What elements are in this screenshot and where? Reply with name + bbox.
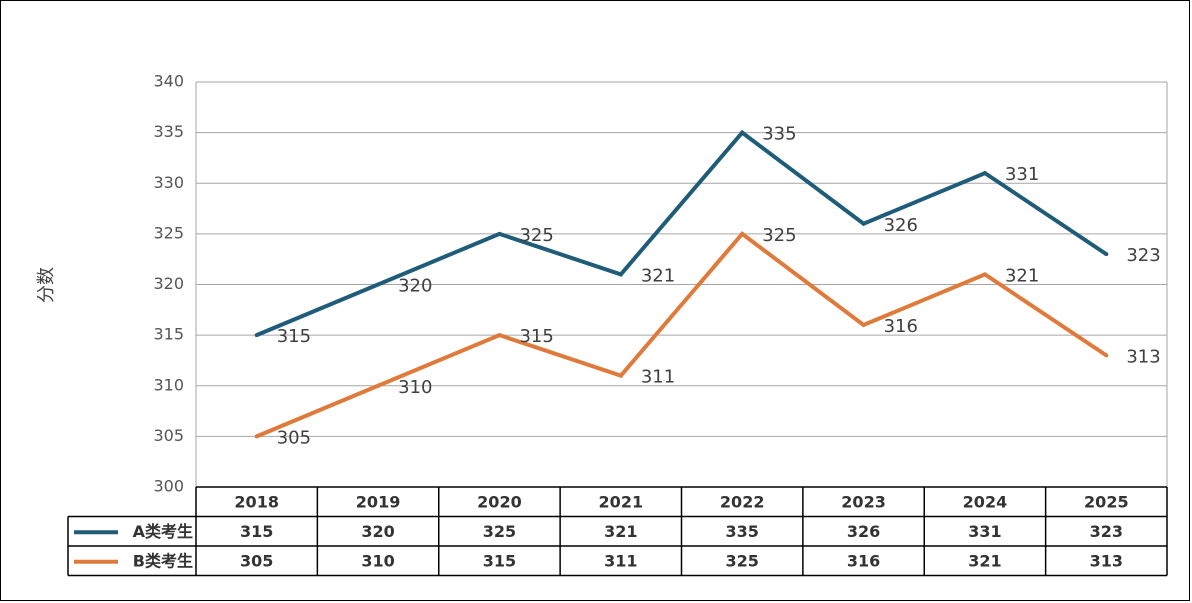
table-cell: 326	[847, 522, 880, 541]
data-point	[861, 221, 866, 226]
data-label: 316	[884, 316, 918, 337]
table-cell: 325	[483, 522, 516, 541]
table-cell: 320	[361, 522, 394, 541]
y-tick-label: 330	[153, 173, 184, 192]
data-label: 321	[1005, 265, 1039, 286]
table-cell: 331	[968, 522, 1001, 541]
x-tick-label: 2024	[963, 492, 1008, 511]
x-tick-label: 2020	[477, 492, 522, 511]
table-cell: 316	[847, 551, 880, 570]
y-tick-label: 320	[153, 274, 184, 293]
data-point	[254, 333, 259, 338]
data-point	[861, 323, 866, 327]
series-layer	[254, 129, 1109, 439]
data-label: 331	[1005, 164, 1039, 185]
table-cell: 313	[1090, 551, 1123, 570]
data-point	[376, 383, 381, 388]
y-tick-label: 340	[153, 72, 184, 91]
data-label: 315	[277, 326, 311, 347]
data-label: 325	[519, 225, 553, 246]
data-point	[376, 282, 381, 287]
legend-label: A类考生	[133, 522, 193, 541]
data-point	[254, 434, 259, 439]
data-point	[740, 231, 745, 236]
x-tick-label: 2019	[356, 492, 401, 511]
legend-label: B类考生	[133, 551, 193, 570]
table-cell: 325	[725, 551, 758, 570]
data-label: 311	[641, 367, 675, 388]
table-cell: 311	[604, 551, 637, 570]
data-label: 325	[762, 225, 796, 246]
data-point	[618, 272, 623, 277]
table-cell: 323	[1090, 522, 1123, 541]
series-line-b	[255, 231, 1108, 439]
table-cell: 321	[604, 522, 637, 541]
y-tick-label: 310	[153, 375, 184, 394]
y-tick-label: 300	[153, 477, 184, 496]
data-label: 313	[1126, 346, 1160, 367]
x-tick-label: 2021	[599, 492, 644, 511]
x-tick-label: 2025	[1084, 492, 1129, 511]
table-cell: 310	[361, 551, 394, 570]
table-cell: 321	[968, 551, 1001, 570]
data-label: 305	[277, 427, 311, 448]
table-cell: 315	[483, 551, 516, 570]
data-point	[497, 231, 502, 236]
x-tick-label: 2022	[720, 492, 765, 511]
data-label: 310	[398, 377, 432, 398]
data-point	[982, 272, 987, 277]
data-point	[497, 333, 502, 338]
y-tick-label: 305	[153, 426, 184, 445]
data-point	[982, 171, 987, 176]
y-tick-label: 325	[153, 223, 184, 242]
x-tick-label: 2023	[841, 492, 886, 511]
data-label: 315	[519, 326, 553, 347]
data-label: 321	[641, 265, 675, 286]
data-table: 2018 2019 2020 2021 2022 2023 2024 2025 A类考生 315 3…	[67, 486, 1168, 577]
data-point	[740, 130, 745, 135]
y-axis-label: 分数	[36, 267, 57, 303]
data-point	[1104, 252, 1109, 257]
table-cell: 335	[725, 522, 758, 541]
data-label-layer: 315 320 325 321 335 326 331 323 305 310 315 311 325 3…	[277, 124, 1161, 449]
table-cell: 315	[240, 522, 273, 541]
data-point	[618, 373, 623, 378]
data-point	[1104, 353, 1109, 358]
data-label: 320	[398, 276, 432, 297]
x-tick-label: 2018	[234, 492, 279, 511]
data-label: 335	[762, 124, 796, 145]
series-line-a	[255, 129, 1108, 337]
y-tick-label: 335	[153, 122, 184, 141]
table-cell: 305	[240, 551, 273, 570]
y-tick-label: 315	[153, 325, 184, 344]
data-label: 323	[1126, 245, 1160, 266]
data-label: 326	[884, 215, 918, 236]
